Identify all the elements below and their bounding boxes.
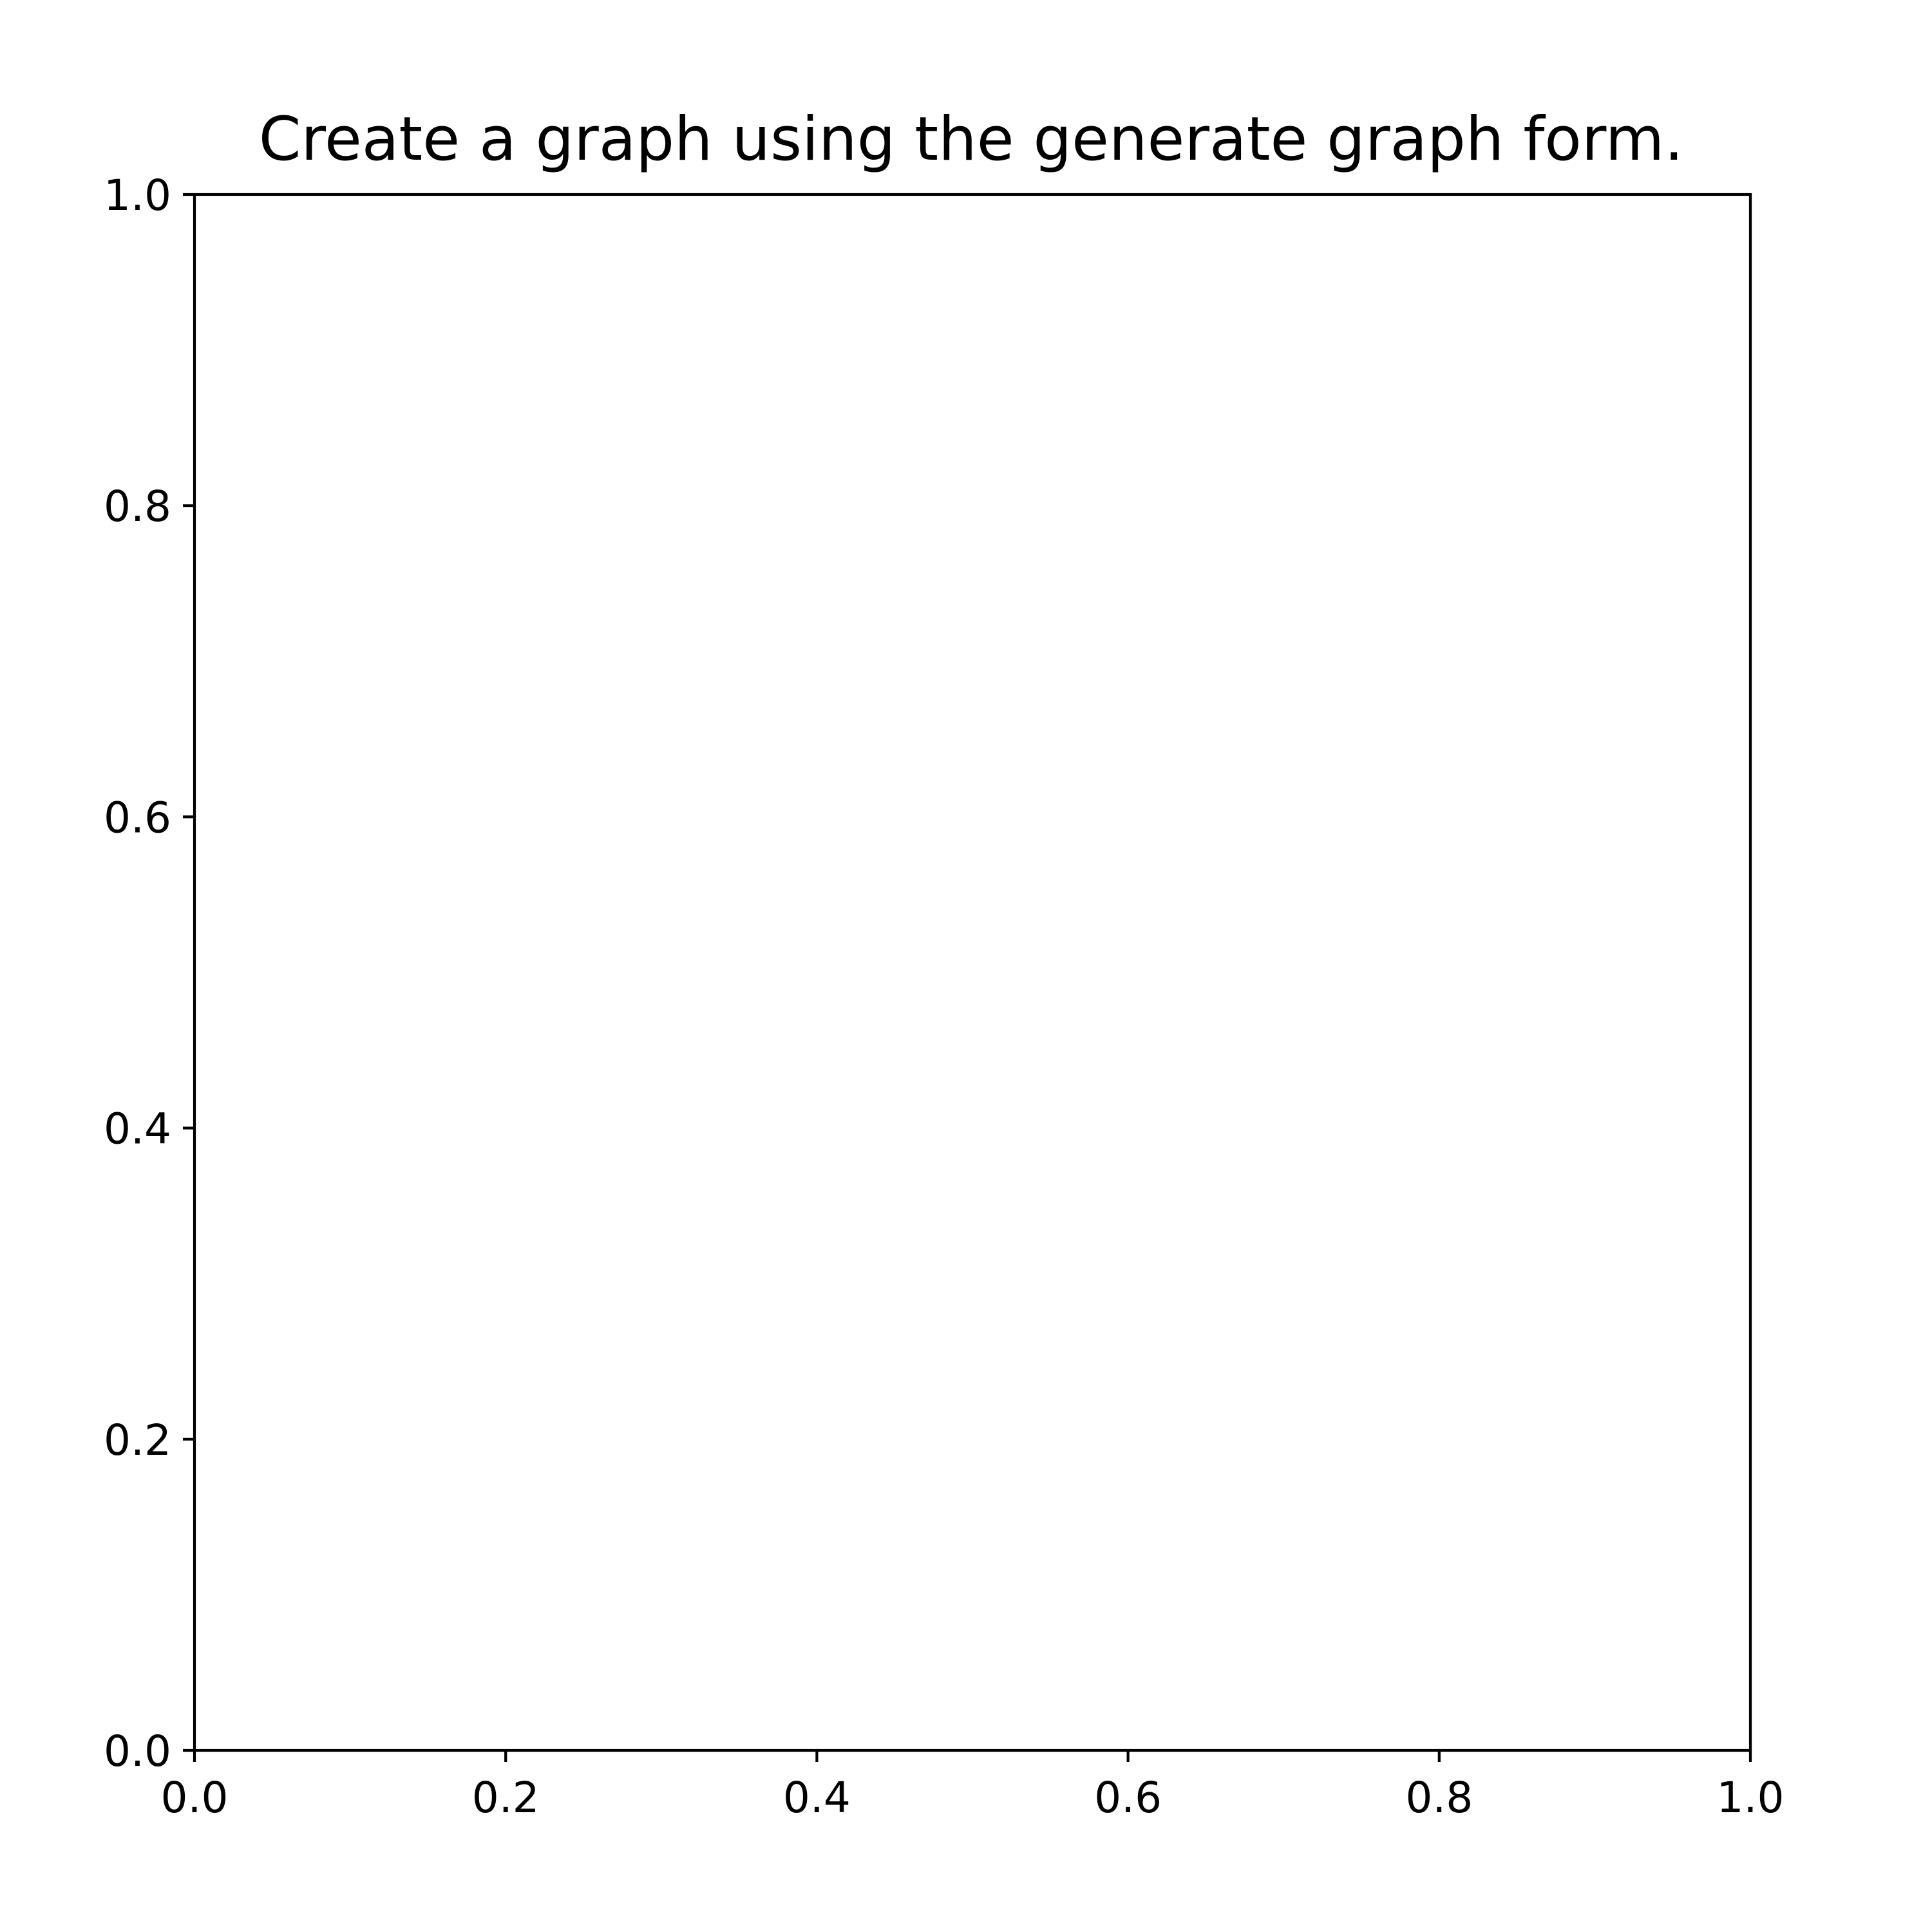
x-tick-label: 0.8 <box>1405 1773 1473 1823</box>
plot-area <box>193 193 1752 1752</box>
y-tick-label: 0.6 <box>104 793 171 842</box>
y-tick-label: 0.0 <box>104 1727 171 1776</box>
x-tick-label: 0.2 <box>472 1773 540 1823</box>
x-axis: 0.0 0.2 0.4 0.6 0.8 1.0 <box>161 1750 1785 1823</box>
y-axis: 0.0 0.2 0.4 0.6 0.8 1.0 <box>104 171 194 1776</box>
y-tick-label: 0.8 <box>104 482 171 531</box>
x-tick-label: 0.6 <box>1094 1773 1162 1823</box>
y-tick-label: 1.0 <box>104 171 171 220</box>
y-tick-label: 0.4 <box>104 1104 171 1154</box>
x-tick-label: 0.4 <box>783 1773 851 1823</box>
x-tick-label: 1.0 <box>1717 1773 1785 1823</box>
y-tick-label: 0.2 <box>104 1416 171 1465</box>
x-tick-label: 0.0 <box>161 1773 229 1823</box>
chart-title: Create a graph using the generate graph … <box>259 104 1684 175</box>
